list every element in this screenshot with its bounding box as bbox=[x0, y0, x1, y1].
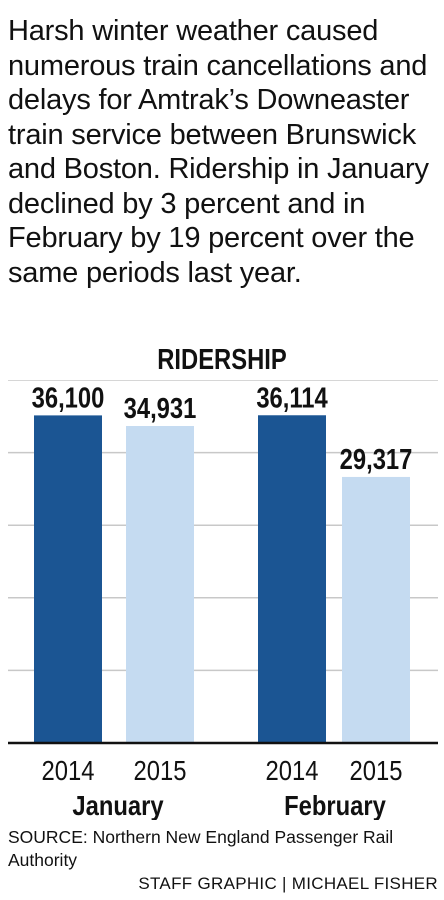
bar-february-2014 bbox=[258, 415, 326, 743]
intro-text: Harsh winter weather caused numerous tra… bbox=[8, 15, 429, 289]
chart-title: RIDERSHIP bbox=[157, 344, 287, 376]
staff-credit: STAFF GRAPHIC | MICHAEL FISHER bbox=[138, 874, 438, 893]
tick-label: 2014 bbox=[266, 754, 319, 786]
tick-label: 2015 bbox=[350, 754, 403, 786]
data-label: 36,114 bbox=[256, 381, 328, 414]
source-note: SOURCE: Northern New England Passenger R… bbox=[8, 827, 394, 870]
data-label: 29,317 bbox=[340, 443, 413, 476]
group-label: February bbox=[284, 789, 386, 820]
ridership-bar-chart: 36,100201434,9312015January36,114201429,… bbox=[8, 380, 438, 820]
group-label: January bbox=[72, 789, 164, 820]
bar-january-2015 bbox=[126, 426, 194, 743]
tick-label: 2014 bbox=[42, 754, 95, 786]
bar-february-2015 bbox=[342, 476, 410, 743]
data-label: 36,100 bbox=[32, 381, 105, 414]
bar-january-2014 bbox=[34, 415, 102, 743]
tick-label: 2015 bbox=[134, 754, 187, 786]
data-label: 34,931 bbox=[124, 392, 197, 425]
